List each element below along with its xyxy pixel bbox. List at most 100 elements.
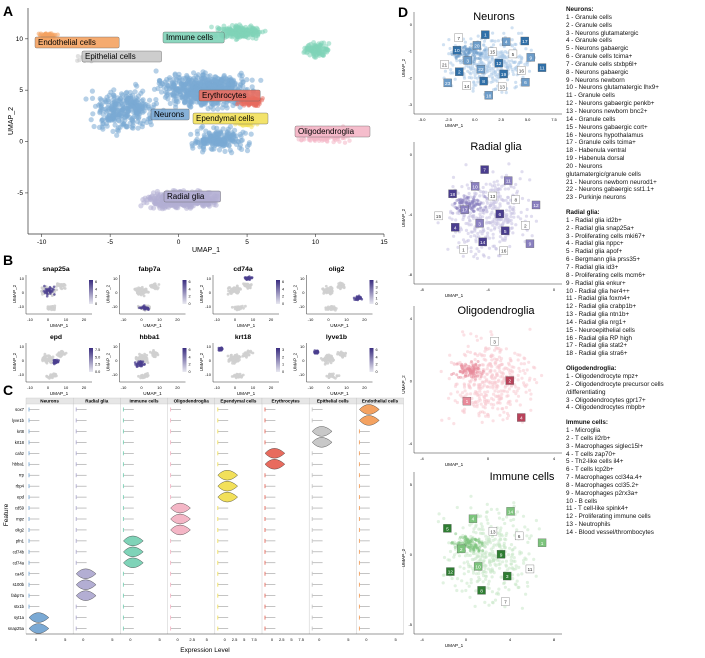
subcluster-point	[469, 246, 473, 250]
subcluster-id: 1	[484, 33, 487, 39]
column-x-tick: 5	[158, 637, 161, 642]
subcluster-id: 7	[457, 36, 460, 42]
feature-point	[146, 361, 150, 364]
subcluster-point	[484, 57, 488, 61]
subcluster-point	[487, 256, 491, 260]
umap-point	[120, 102, 126, 108]
subcluster-point	[447, 38, 451, 42]
feature-y-tick: -10	[112, 304, 119, 309]
y-tick-label: 5	[19, 87, 23, 94]
umap-point	[216, 147, 223, 153]
subcluster-id: 4	[505, 40, 508, 46]
feature-label: fabp7a	[11, 593, 24, 598]
umap-point	[245, 26, 251, 32]
subcluster-point	[491, 43, 496, 47]
umap-point	[319, 40, 324, 46]
feature-label: stx1b	[14, 604, 25, 609]
colorbar-tick: 0	[282, 370, 284, 374]
colorbar-tick: 7.5	[95, 348, 100, 352]
umap-point	[153, 97, 159, 103]
feature-y-tick: 10	[300, 344, 305, 349]
feature-label: snap25a	[8, 626, 25, 631]
feature-y-tick: -10	[205, 372, 212, 377]
umap-point	[249, 77, 255, 83]
feature-x-tick: 20	[82, 385, 87, 390]
umap-point	[88, 117, 94, 123]
umap-point	[110, 128, 116, 134]
column-x-tick: 0	[271, 637, 274, 642]
umap-point	[201, 132, 207, 138]
umap-point	[90, 111, 96, 117]
umap-point	[109, 105, 115, 111]
feature-label: mpz	[16, 517, 24, 522]
feature-y-tick: -10	[299, 304, 306, 309]
umap-point	[229, 150, 235, 156]
colorbar-tick: 2	[95, 295, 97, 299]
feature-point	[324, 354, 328, 358]
subcluster-point	[512, 215, 516, 219]
subcluster-point	[530, 234, 534, 238]
umap-point	[229, 31, 235, 36]
feature-point	[149, 350, 152, 354]
subcluster-point	[457, 241, 461, 245]
umap-point	[100, 111, 106, 117]
subcluster-point	[514, 68, 518, 72]
subcluster-point	[487, 246, 492, 250]
umap-point	[83, 96, 89, 102]
subcluster-point	[475, 247, 479, 251]
feature-point	[228, 358, 232, 362]
x-tick-label: 10	[312, 239, 320, 246]
subcluster-point	[503, 187, 507, 191]
umap-point	[209, 24, 214, 30]
feature-x-tick: 20	[269, 385, 274, 390]
feature-label: ca45	[15, 571, 25, 576]
subcluster-point	[464, 48, 468, 52]
umap-point	[186, 81, 192, 87]
umap-point	[104, 123, 110, 129]
subcluster-point	[511, 70, 515, 74]
feature-point	[230, 356, 234, 360]
column-x-tick: 5	[347, 637, 350, 642]
umap-point	[158, 89, 165, 95]
umap-point	[236, 139, 242, 145]
column-header: Erythrocytes	[272, 399, 301, 404]
subcluster-point	[467, 216, 471, 220]
subcluster-point	[484, 54, 488, 58]
feature-y-tick: -10	[112, 372, 119, 377]
subcluster-point	[471, 89, 475, 93]
subcluster-point	[487, 61, 491, 65]
subcluster-point	[509, 64, 513, 68]
colorbar	[89, 280, 93, 304]
umap-point	[167, 100, 173, 107]
umap-point	[110, 92, 116, 98]
violin	[28, 612, 50, 623]
umap-point	[114, 132, 120, 138]
feature-x-tick: 10	[344, 317, 349, 322]
umap-point	[219, 105, 226, 111]
colorbar	[276, 280, 280, 304]
subcluster-point	[496, 39, 500, 43]
umap-point	[208, 146, 214, 152]
umap-point	[238, 133, 244, 139]
subcluster-point	[469, 223, 473, 227]
umap-point	[216, 26, 222, 31]
feature-point	[56, 282, 59, 286]
umap-point	[111, 96, 117, 102]
subcluster-point	[512, 186, 516, 190]
subcluster-point	[485, 199, 489, 203]
subcluster-point	[461, 238, 466, 242]
umap-point	[98, 97, 104, 103]
expressing-point	[52, 285, 56, 289]
feature-x-tick: -10	[121, 317, 128, 322]
feature-point	[233, 307, 237, 311]
colorbar-tick: 0	[376, 302, 378, 306]
umap-point	[128, 100, 135, 106]
expressing-point	[46, 292, 49, 296]
subcluster-point	[500, 90, 504, 94]
subcluster-point	[491, 77, 495, 81]
feature-y-label: UMAP_2	[12, 284, 17, 303]
subcluster-point	[508, 244, 512, 249]
subcluster-id: 3	[466, 58, 469, 64]
